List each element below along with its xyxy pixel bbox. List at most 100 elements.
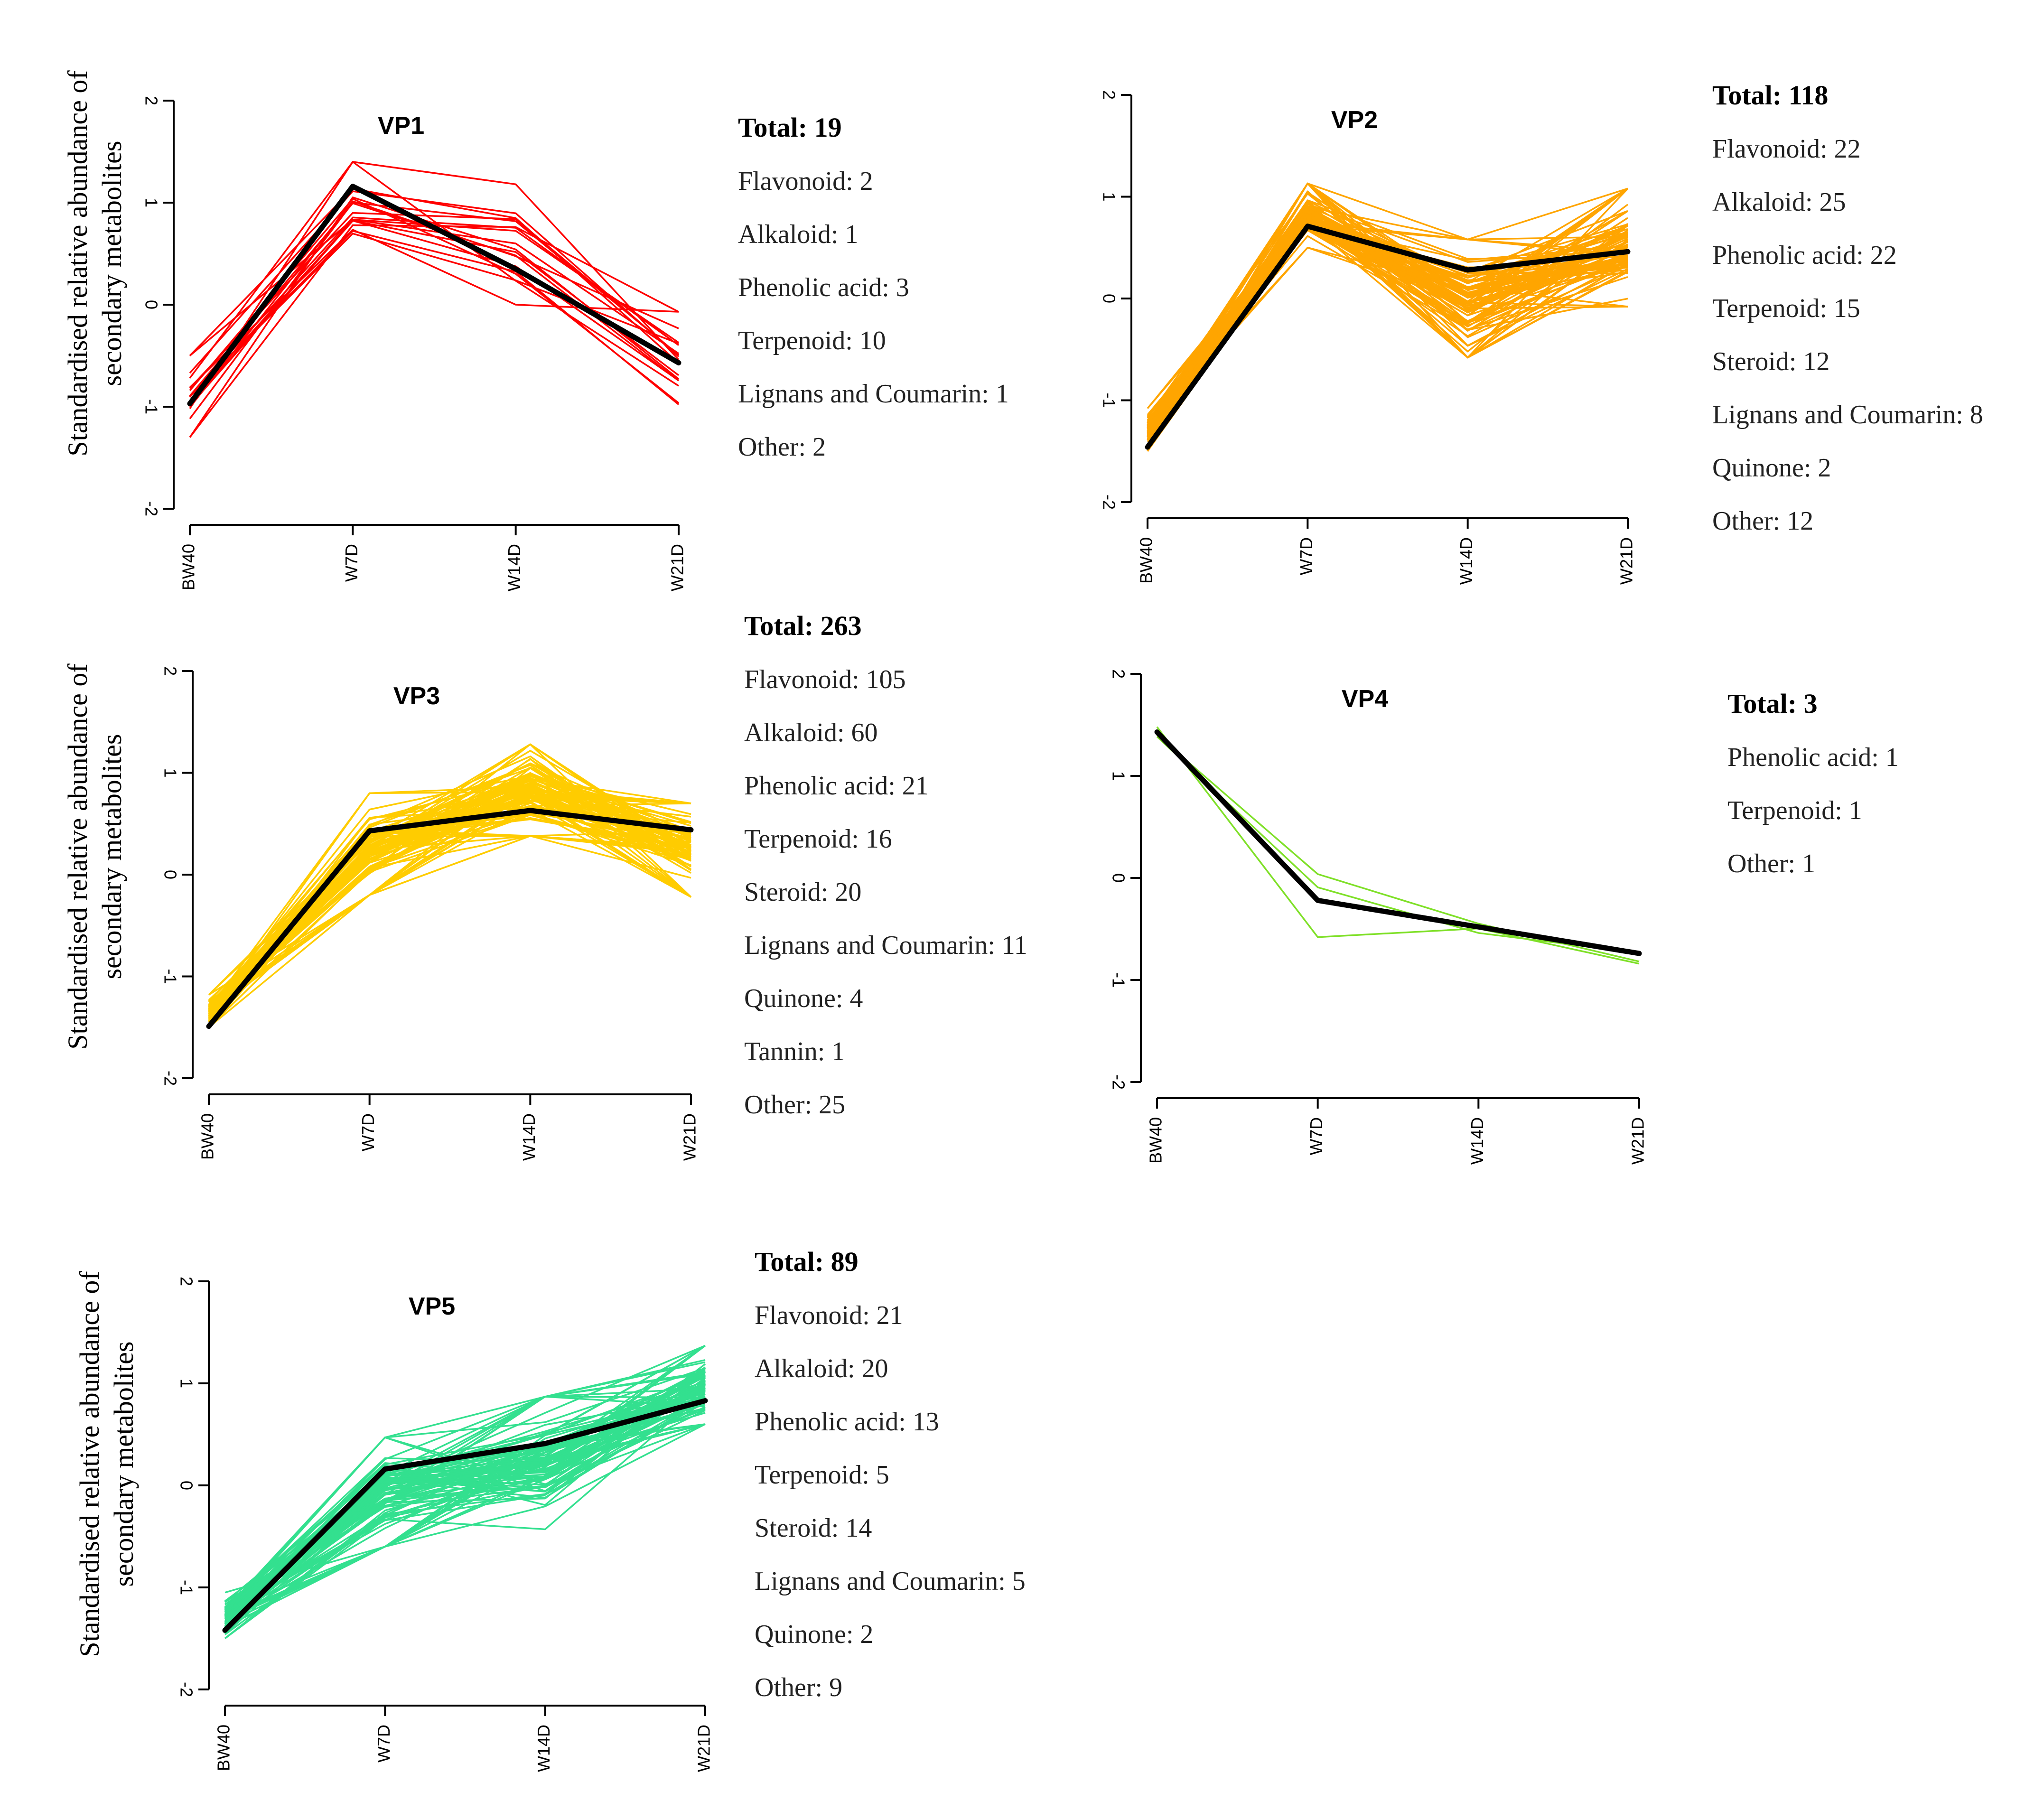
class-count: Lignans and Coumarin: 5 — [755, 1567, 1026, 1596]
composition-summary: Total: 3 Phenolic acid: 1 Terpenoid: 1 Othe… — [1727, 688, 1899, 878]
profile-line — [189, 229, 679, 388]
x-tick-label: W21D — [694, 1725, 714, 1772]
profile-line — [208, 812, 691, 1008]
class-count: Flavonoid: 22 — [1712, 134, 1861, 164]
y-tick-label: 0 — [1099, 294, 1119, 303]
class-count: Phenolic acid: 21 — [744, 771, 929, 801]
x-tick-label: BW40 — [1137, 537, 1156, 584]
y-axis-title: Standardised relative abundance of second… — [62, 663, 127, 1050]
profile-line — [189, 201, 680, 420]
class-count: Quinone: 2 — [1712, 453, 1831, 483]
class-count: Flavonoid: 21 — [755, 1301, 903, 1330]
class-count: Other: 1 — [1727, 849, 1815, 878]
class-count: Steroid: 12 — [1712, 347, 1829, 376]
class-count: Terpenoid: 10 — [738, 326, 886, 355]
class-count: Phenolic acid: 22 — [1712, 241, 1897, 270]
class-count: Terpenoid: 5 — [755, 1460, 889, 1490]
y-tick-label: -1 — [177, 1580, 196, 1595]
y-tick-label: -2 — [141, 501, 161, 516]
composition-summary: Total: 89 Flavonoid: 21 Alkaloid: 20 Phenol… — [755, 1246, 1026, 1702]
profile-line — [224, 1386, 706, 1618]
panel-title: VP4 — [1342, 685, 1388, 713]
x-tick-label: BW40 — [214, 1725, 233, 1771]
profile-line — [224, 1367, 706, 1623]
profile-line — [224, 1361, 706, 1624]
profile-line — [1156, 736, 1640, 954]
y-axis-title: Standardised relative abundance of second… — [74, 1271, 139, 1657]
class-count: Phenolic acid: 3 — [738, 273, 909, 302]
x-tick-label: W7D — [1297, 537, 1316, 575]
profile-line — [208, 835, 691, 1014]
class-count: Lignans and Coumarin: 11 — [744, 931, 1027, 960]
y-tick-label: 2 — [141, 96, 161, 105]
x-tick-label: BW40 — [198, 1113, 217, 1160]
profile-line — [224, 1383, 706, 1611]
x-tick-label: W14D — [519, 1113, 539, 1161]
y-axis-title-line1: Standardised relative abundance of — [74, 1271, 105, 1657]
class-count: Tannin: 1 — [744, 1037, 845, 1066]
class-count: Other: 9 — [755, 1673, 842, 1702]
composition-summary: Total: 118 Flavonoid: 22 Alkaloid: 25 Pheno… — [1712, 80, 1983, 536]
profile-line — [189, 233, 679, 397]
y-axis-title-line2: secondary metabolites — [96, 141, 127, 386]
profile-line — [189, 187, 680, 364]
class-count: Terpenoid: 16 — [744, 824, 892, 854]
class-count: Terpenoid: 1 — [1727, 796, 1862, 825]
composition-summary: Total: 19 Flavonoid: 2 Alkaloid: 1 Phenolic… — [738, 112, 1009, 462]
profile-line — [224, 1423, 706, 1639]
class-count: Terpenoid: 15 — [1712, 294, 1860, 323]
profile-line — [189, 190, 680, 374]
y-tick-label: -1 — [1109, 972, 1128, 988]
x-tick-label: W14D — [504, 544, 524, 591]
y-tick-label: 0 — [177, 1481, 196, 1490]
x-tick-label: W7D — [374, 1725, 393, 1763]
y-tick-label: -2 — [177, 1682, 196, 1697]
x-tick-label: W21D — [668, 544, 687, 591]
y-axis-title-line1: Standardised relative abundance of — [62, 70, 93, 457]
profile-line — [1147, 193, 1628, 419]
profile-line — [1156, 726, 1640, 965]
class-count: Alkaloid: 60 — [744, 718, 878, 747]
y-tick-label: -1 — [141, 399, 161, 414]
panel-title: VP3 — [393, 682, 440, 710]
y-tick-label: -2 — [1109, 1074, 1128, 1090]
chart-panel-vp5: -2 -1 0 1 2 BW40 W7D W14D W21D VP5 Total: 89 Flavon… — [74, 1246, 1026, 1772]
y-axis-title-line1: Standardised relative abundance of — [62, 663, 93, 1050]
class-count: Other: 12 — [1712, 506, 1813, 536]
class-count: Steroid: 20 — [744, 877, 861, 907]
class-count: Phenolic acid: 13 — [755, 1407, 939, 1437]
total-count: Total: 118 — [1712, 80, 1828, 111]
y-tick-label: 2 — [1109, 669, 1128, 679]
total-count: Total: 3 — [1727, 688, 1818, 719]
chart-panel-vp1: -2 -1 0 1 2 BW40 W7D W14D W21D VP1 Total: 19 Flavon… — [62, 70, 1009, 591]
class-count: Phenolic acid: 1 — [1727, 743, 1899, 772]
profile-line — [224, 1390, 706, 1639]
chart-panel-vp3: -2 -1 0 1 2 BW40 W7D W14D W21D VP3 Total: 263 Flavo… — [62, 610, 1027, 1161]
y-tick-label: 1 — [177, 1379, 196, 1388]
profile-line — [1147, 210, 1628, 441]
x-tick-label: W14D — [1467, 1117, 1487, 1165]
x-tick-label: W14D — [1456, 537, 1476, 585]
profile-line — [1147, 182, 1628, 435]
total-count: Total: 263 — [744, 610, 862, 641]
y-tick-label: 2 — [1099, 90, 1119, 100]
class-count: Flavonoid: 105 — [744, 665, 906, 694]
x-tick-label: W7D — [1307, 1117, 1326, 1155]
y-tick-label: 1 — [160, 768, 180, 777]
x-tick-label: W7D — [358, 1113, 378, 1151]
mean-trend-line — [1145, 224, 1631, 450]
class-count: Quinone: 4 — [744, 984, 863, 1013]
y-tick-label: -2 — [1099, 494, 1119, 510]
class-count: Other: 25 — [744, 1090, 845, 1120]
y-tick-label: 1 — [141, 198, 161, 207]
class-count: Other: 2 — [738, 432, 826, 462]
class-count: Quinone: 2 — [755, 1620, 873, 1649]
profile-line — [208, 814, 691, 1009]
y-tick-label: 1 — [1109, 771, 1128, 781]
profile-line — [1147, 220, 1628, 424]
class-count: Lignans and Coumarin: 1 — [738, 379, 1009, 409]
x-tick-label: BW40 — [1146, 1117, 1166, 1164]
y-tick-label: 2 — [160, 666, 180, 676]
mean-trend-line — [1154, 729, 1642, 956]
mean-trend-line — [187, 184, 681, 407]
